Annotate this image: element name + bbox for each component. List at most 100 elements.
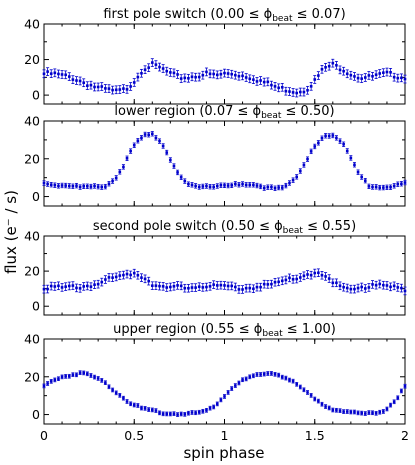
panel-title-subscript: beat xyxy=(272,14,293,24)
data-point xyxy=(385,407,389,411)
data-point xyxy=(82,371,86,375)
data-point xyxy=(382,410,385,413)
data-point xyxy=(223,284,226,287)
y-tick-label: 20 xyxy=(24,369,40,384)
data-point xyxy=(237,74,241,78)
data-point xyxy=(165,69,169,73)
data-point xyxy=(122,273,125,277)
data-point xyxy=(205,285,208,289)
data-point xyxy=(197,410,201,414)
data-point xyxy=(176,284,179,287)
x-tick-label: 1.5 xyxy=(305,428,325,443)
data-point xyxy=(382,283,385,287)
data-point xyxy=(165,412,169,416)
data-point xyxy=(234,384,237,387)
data-point xyxy=(338,139,342,143)
data-point xyxy=(270,83,273,87)
panel-title: second pole switch (0.50 ≤ ϕbeat ≤ 0.55) xyxy=(93,219,356,236)
data-point xyxy=(302,163,306,167)
data-point xyxy=(143,407,147,410)
data-point xyxy=(179,77,183,80)
data-point xyxy=(244,286,248,290)
data-point xyxy=(89,374,93,377)
data-point xyxy=(237,381,241,385)
data-point xyxy=(104,278,107,281)
data-point xyxy=(215,184,219,188)
data-point xyxy=(226,391,230,394)
data-point xyxy=(212,72,215,76)
data-point xyxy=(288,90,291,93)
data-point xyxy=(89,185,93,188)
data-point xyxy=(349,156,353,160)
data-point xyxy=(183,76,187,80)
x-tick-label: 0.5 xyxy=(124,428,144,443)
series-points xyxy=(42,131,407,191)
data-point xyxy=(273,85,277,88)
data-point xyxy=(64,285,67,288)
data-point xyxy=(244,76,248,79)
data-point xyxy=(154,284,158,287)
data-point xyxy=(313,271,317,275)
data-point xyxy=(64,375,67,378)
data-point xyxy=(385,70,389,74)
data-point xyxy=(248,286,252,290)
data-point xyxy=(327,406,331,410)
data-point xyxy=(201,286,205,289)
data-point xyxy=(363,76,367,79)
data-point xyxy=(75,373,78,377)
data-point xyxy=(230,184,234,187)
data-point xyxy=(46,70,49,73)
series-points xyxy=(42,268,407,296)
data-point xyxy=(400,389,403,393)
data-point xyxy=(49,380,53,383)
y-tick-label: 40 xyxy=(24,17,40,32)
data-point xyxy=(42,72,46,76)
data-point xyxy=(288,276,291,280)
data-point xyxy=(291,178,295,182)
data-point xyxy=(288,181,291,185)
panel-title-name: lower region (0.07 ≤ ϕ xyxy=(114,104,261,119)
data-point xyxy=(396,286,400,289)
data-point xyxy=(396,76,400,80)
data-point xyxy=(208,406,212,410)
data-point xyxy=(169,71,172,74)
data-point xyxy=(78,79,82,83)
data-point xyxy=(324,66,327,69)
data-point xyxy=(320,402,324,406)
data-point xyxy=(187,182,190,186)
data-point xyxy=(93,184,96,188)
data-point xyxy=(277,86,280,90)
data-point xyxy=(335,408,338,412)
panel-title-range-end: ≤ 0.50) xyxy=(281,104,334,119)
data-point xyxy=(132,81,136,84)
data-point xyxy=(136,404,140,407)
data-point xyxy=(49,183,53,186)
data-point xyxy=(400,182,403,186)
data-point xyxy=(176,413,179,416)
panel-frame xyxy=(43,235,406,316)
data-point xyxy=(179,176,183,179)
data-point xyxy=(378,72,382,75)
data-point xyxy=(161,67,165,70)
x-tick-labels: 0 0.5 1 1.5 2 xyxy=(40,428,409,443)
data-point xyxy=(205,70,208,74)
data-point xyxy=(374,412,378,415)
data-point xyxy=(219,398,223,402)
data-point xyxy=(201,73,205,77)
data-point xyxy=(57,284,60,288)
y-tick-label: 0 xyxy=(32,407,40,422)
data-point xyxy=(237,183,241,187)
data-point xyxy=(349,73,353,77)
panel-4: upper region (0.55 ≤ ϕbeat ≤ 1.00) 0 20 40 xyxy=(24,322,407,425)
panel-1: first pole switch (0.00 ≤ ϕbeat ≤ 0.07) 0… xyxy=(24,7,407,105)
data-point xyxy=(284,278,288,282)
data-point xyxy=(172,284,176,288)
data-point xyxy=(356,286,360,290)
data-point xyxy=(129,85,132,88)
data-point xyxy=(53,378,57,382)
data-point xyxy=(212,405,215,409)
data-point xyxy=(212,283,215,286)
data-point xyxy=(313,397,317,401)
data-point xyxy=(284,184,288,187)
data-point xyxy=(86,184,89,188)
